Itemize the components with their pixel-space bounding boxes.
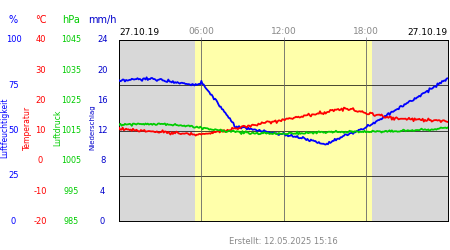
Text: Luftfeuchtigkeit: Luftfeuchtigkeit [0,97,9,158]
Text: 27.10.19: 27.10.19 [119,28,159,37]
Text: hPa: hPa [62,15,80,25]
Text: 30: 30 [35,66,46,75]
Text: Niederschlag: Niederschlag [89,105,95,150]
Text: 12: 12 [97,126,108,135]
Text: 0: 0 [38,156,43,165]
Text: 1025: 1025 [61,96,81,105]
Text: %: % [9,15,18,25]
Text: Temperatur: Temperatur [23,106,32,150]
Text: mm/h: mm/h [88,15,117,25]
Text: -10: -10 [34,186,47,196]
Text: °C: °C [35,15,46,25]
Text: Luftdruck: Luftdruck [53,109,62,146]
Text: 25: 25 [8,172,19,180]
Text: 24: 24 [97,36,108,44]
Text: 1045: 1045 [61,36,81,44]
Text: -20: -20 [34,217,47,226]
Text: 100: 100 [5,36,22,44]
Text: 20: 20 [97,66,108,75]
Text: 4: 4 [100,186,105,196]
Text: 20: 20 [35,96,46,105]
Text: 27.10.19: 27.10.19 [408,28,448,37]
Text: Erstellt: 12.05.2025 15:16: Erstellt: 12.05.2025 15:16 [229,237,338,246]
Text: 1015: 1015 [61,126,81,135]
Text: 985: 985 [63,217,79,226]
Bar [194,40,373,221]
Text: 50: 50 [8,126,19,135]
Text: 0: 0 [100,217,105,226]
Text: 1035: 1035 [61,66,81,75]
Text: 10: 10 [35,126,46,135]
Text: 8: 8 [100,156,105,165]
Text: 16: 16 [97,96,108,105]
Text: 995: 995 [63,186,79,196]
Text: 0: 0 [11,217,16,226]
Text: 1005: 1005 [61,156,81,165]
Text: 40: 40 [35,36,46,44]
Text: 75: 75 [8,81,19,90]
